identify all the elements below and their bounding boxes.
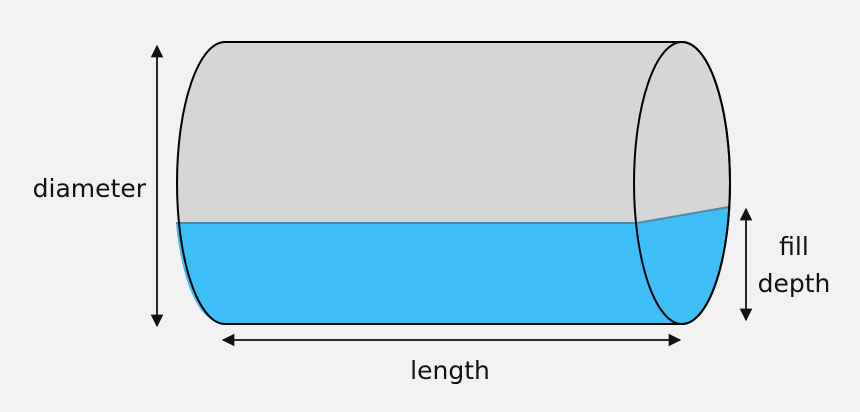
liquid-fill bbox=[176, 207, 729, 324]
end-cap-surface-line bbox=[636, 206, 730, 224]
fill-depth-label-line2: depth bbox=[758, 269, 831, 298]
fill-depth-label-line1: fill bbox=[779, 232, 809, 261]
end-cap-ellipse bbox=[633, 41, 731, 325]
length-label: length bbox=[410, 356, 490, 385]
diameter-label: diameter bbox=[33, 174, 147, 203]
